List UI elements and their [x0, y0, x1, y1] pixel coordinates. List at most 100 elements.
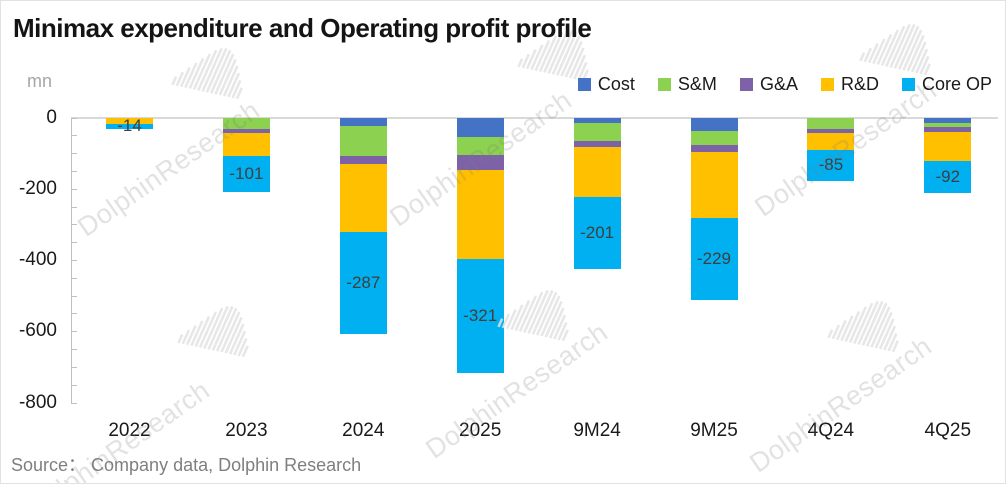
bar-segment-core-op — [573, 196, 621, 269]
legend-swatch — [820, 78, 834, 91]
legend-label: Core OP — [921, 74, 992, 94]
x-axis-label: 2022 — [108, 420, 151, 441]
bar-segment-g-a — [573, 141, 621, 147]
bar-segment-s-m — [690, 131, 738, 145]
bar-segment-g-a — [456, 155, 504, 170]
bar-segment-core-op — [106, 123, 153, 129]
bar-segment-cost — [573, 117, 621, 123]
legend-label: Cost — [597, 74, 635, 94]
bar-segment-g-a — [924, 127, 972, 133]
bar-segment-core-op — [456, 258, 504, 374]
watermark-text: DolphinResearch — [749, 74, 943, 223]
bar-segment-g-a — [807, 128, 855, 133]
bar-segment-r-d — [222, 132, 270, 156]
bar-segment-g-a — [339, 156, 387, 164]
bar-segment-s-m — [924, 122, 972, 128]
legend-swatch — [901, 78, 915, 91]
watermark-fan-icon — [490, 270, 587, 364]
watermark-fan-icon — [510, 10, 607, 104]
bar-value-label: -101 — [229, 163, 264, 183]
bar-segment-g-a — [690, 144, 738, 153]
y-axis-tick — [71, 135, 77, 137]
bar-segment-core-op — [339, 231, 387, 334]
x-axis-label: 9M24 — [573, 420, 621, 441]
y-axis-tick — [71, 188, 77, 190]
y-tick-label: 0 — [46, 106, 57, 128]
legend-label: G&A — [759, 74, 798, 94]
legend-item-cost: Cost — [577, 74, 635, 95]
bar-segment-r-d — [573, 146, 621, 197]
y-tick-label: -200 — [18, 177, 57, 199]
y-axis-tick — [71, 331, 77, 333]
bar-segment-s-m — [573, 122, 621, 142]
y-axis-tick — [71, 277, 77, 279]
y-axis-tick — [71, 402, 77, 404]
bar-segment-cost — [456, 117, 504, 137]
legend-item-core-op: Core OP — [901, 74, 992, 95]
legend-swatch — [577, 78, 591, 91]
source-note: Source： Company data, Dolphin Research — [11, 455, 362, 475]
legend-item-g-a: G&A — [739, 74, 798, 95]
bar-segment-cost — [924, 117, 972, 123]
bar-segment-r-d — [924, 132, 972, 161]
x-axis-label: 9M25 — [690, 420, 738, 441]
bar-segment-cost — [339, 117, 387, 127]
bar-segment-r-d — [106, 117, 153, 124]
y-tick-label: -800 — [18, 391, 57, 413]
bar-segment-g-a — [222, 129, 270, 133]
bar-segment-s-m — [456, 136, 504, 156]
watermark-fan-icon — [164, 28, 261, 122]
bar-value-label: -14 — [117, 116, 142, 136]
legend-item-s-m: S&M — [657, 74, 717, 95]
y-axis-tick — [71, 242, 77, 244]
bar-value-label: -201 — [580, 222, 615, 242]
bar-segment-core-op — [222, 155, 270, 192]
x-axis-label: 4Q24 — [807, 420, 855, 441]
y-axis-unit-label: mn — [27, 71, 53, 91]
y-axis-tick — [71, 295, 77, 297]
y-tick-label: -600 — [18, 320, 57, 342]
bar-segment-core-op — [807, 150, 855, 181]
legend-swatch — [739, 78, 753, 91]
bar-segment-s-m — [807, 117, 855, 129]
watermark-fan-icon — [852, 4, 949, 98]
x-axis-label: 2025 — [459, 420, 502, 441]
zero-gridline — [71, 116, 998, 119]
bar-value-label: -321 — [463, 306, 498, 326]
x-axis-label: 2024 — [342, 420, 385, 441]
chart-title: Minimax expenditure and Operating profit… — [13, 13, 592, 43]
bar-segment-cost — [690, 117, 738, 132]
bar-segment-core-op — [924, 160, 972, 194]
legend-label: R&D — [840, 74, 879, 94]
bar-value-label: -287 — [346, 272, 381, 292]
y-tick-label: -400 — [18, 249, 57, 270]
bar-value-label: -92 — [935, 166, 961, 186]
y-axis-tick — [71, 224, 77, 226]
bar-value-label: -229 — [696, 249, 732, 269]
y-axis-tick — [71, 153, 77, 155]
bar-segment-r-d — [456, 169, 504, 259]
bar-value-label: -85 — [818, 155, 844, 175]
legend-label: S&M — [677, 74, 717, 94]
bar-segment-s-m — [339, 126, 387, 157]
y-axis-tick — [71, 313, 77, 315]
y-axis-tick — [71, 260, 77, 261]
y-axis-tick — [71, 170, 77, 172]
bar-segment-r-d — [339, 163, 387, 232]
bar-segment-s-m — [222, 117, 270, 130]
y-axis-tick — [71, 206, 77, 208]
bar-segment-r-d — [807, 132, 855, 151]
x-axis-label: 2023 — [225, 420, 268, 441]
y-axis-tick — [71, 384, 77, 386]
x-axis-label: 4Q25 — [924, 420, 972, 441]
legend: Cost S&M G&A R&D Core OP — [577, 74, 992, 95]
watermark-fan-icon — [170, 286, 267, 380]
y-axis-tick — [71, 366, 77, 368]
y-axis-tick — [71, 349, 77, 351]
bar-segment-r-d — [690, 152, 738, 219]
y-axis-tick — [71, 117, 77, 119]
watermark-fan-icon — [820, 281, 917, 375]
legend-item-r-d: R&D — [820, 74, 879, 95]
